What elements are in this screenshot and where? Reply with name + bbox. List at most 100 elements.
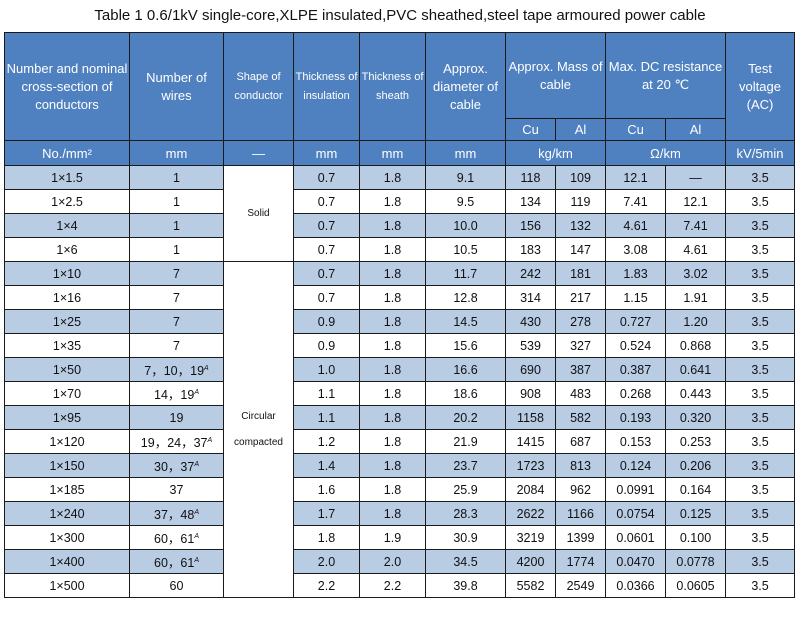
cell-section: 1×1.5 (4, 165, 130, 190)
cell-mass-cu: 156 (505, 213, 556, 238)
cell-mass-al: 483 (555, 381, 606, 406)
cell-mass-al: 387 (555, 357, 606, 382)
table-row: 1×2.5 1 0.7 1.8 9.5 134 119 7.41 12.1 3.5 (4, 189, 796, 214)
cell-mass-al: 582 (555, 405, 606, 430)
header-row: Number and nominal cross-section of cond… (4, 32, 796, 141)
cell-sheath: 1.8 (359, 453, 426, 478)
wires-count: 7 (173, 266, 180, 281)
header-insulation: Thickness of insulation (293, 32, 360, 141)
cell-section: 1×25 (4, 309, 130, 334)
cell-res-cu: 12.1 (605, 165, 666, 190)
cell-res-cu: 0.387 (605, 357, 666, 382)
cell-mass-al: 109 (555, 165, 606, 190)
cell-sheath: 1.8 (359, 189, 426, 214)
cell-res-cu: 0.193 (605, 405, 666, 430)
wires-count: 7 (173, 338, 180, 353)
cell-insulation: 1.7 (293, 501, 360, 526)
table-row: 1×240 37，48A 1.7 1.8 28.3 2622 1166 0.0754 0.125… (4, 501, 796, 526)
cell-diameter: 14.5 (425, 309, 506, 334)
table-caption: Table 1 0.6/1kV single-core,XLPE insulat… (94, 7, 706, 24)
cell-insulation: 2.2 (293, 573, 360, 598)
cell-diameter: 25.9 (425, 477, 506, 502)
cell-sheath: 1.9 (359, 525, 426, 550)
wires-count: 37，48 (154, 508, 195, 522)
cell-wires: 14，19A (129, 381, 224, 406)
wires-count: 60 (169, 578, 184, 593)
cell-insulation: 0.9 (293, 333, 360, 358)
unit-wires: mm (129, 140, 224, 166)
cell-section: 1×2.5 (4, 189, 130, 214)
cell-voltage: 3.5 (725, 213, 796, 238)
cell-wires: 1 (129, 237, 224, 262)
cell-mass-al: 147 (555, 237, 606, 262)
cell-voltage: 3.5 (725, 453, 796, 478)
cell-diameter: 15.6 (425, 333, 506, 358)
cell-insulation: 2.0 (293, 549, 360, 574)
cell-insulation: 1.6 (293, 477, 360, 502)
cell-diameter: 9.5 (425, 189, 506, 214)
subheader-res-cu: Cu (605, 118, 666, 141)
cell-wires: 1 (129, 189, 224, 214)
cell-wires: 60，61A (129, 549, 224, 574)
subheader-mass-al: Al (555, 118, 606, 141)
cable-spec-table-wrapper: Number and nominal cross-section of cond… (4, 32, 796, 598)
cell-mass-al: 278 (555, 309, 606, 334)
cell-diameter: 12.8 (425, 285, 506, 310)
cell-shape-solid: Solid (223, 165, 294, 262)
cell-diameter: 21.9 (425, 429, 506, 454)
table-body: 1×1.5 1 Solid 0.7 1.8 9.1 118 109 12.1—3.5 1×2.5 1… (4, 165, 796, 598)
cell-wires: 37 (129, 477, 224, 502)
cell-sheath: 2.2 (359, 573, 426, 598)
cell-mass-al: 962 (555, 477, 606, 502)
cell-voltage: 3.5 (725, 237, 796, 262)
cell-mass-cu: 4200 (505, 549, 556, 574)
cell-sheath: 1.8 (359, 165, 426, 190)
cell-voltage: 3.5 (725, 189, 796, 214)
cell-res-cu: 0.153 (605, 429, 666, 454)
unit-shape: — (223, 140, 294, 166)
cell-res-al: — (664, 165, 727, 190)
wires-footnote-marker: A (194, 532, 199, 540)
table-row: 1×35 7 0.9 1.8 15.6 539 327 0.524 0.868 3.5 (4, 333, 796, 358)
wires-footnote-marker: A (194, 460, 199, 468)
cell-sheath: 1.8 (359, 405, 426, 430)
cell-diameter: 28.3 (425, 501, 506, 526)
cell-mass-al: 132 (555, 213, 606, 238)
cell-mass-cu: 183 (505, 237, 556, 262)
header-section: Number and nominal cross-section of cond… (4, 32, 130, 141)
cell-wires: 7 (129, 285, 224, 310)
cell-voltage: 3.5 (725, 429, 796, 454)
cell-section: 1×6 (4, 237, 130, 262)
table-row: 1×120 19，24，37A 1.2 1.8 21.9 1415 687 0.153 0.25… (4, 429, 796, 454)
header-diameter: Approx. diameter of cable (425, 32, 506, 141)
table-row: 1×50 7，10，19A 1.0 1.8 16.6 690 387 0.387 0.641 3.… (4, 357, 796, 382)
unit-insulation: mm (293, 140, 360, 166)
cell-res-cu: 3.08 (605, 237, 666, 262)
cell-section: 1×120 (4, 429, 130, 454)
cell-wires: 7，10，19A (129, 357, 224, 382)
cell-res-al: 7.41 (664, 213, 727, 238)
cell-mass-al: 119 (555, 189, 606, 214)
cell-voltage: 3.5 (725, 381, 796, 406)
table-row: 1×300 60，61A 1.8 1.9 30.9 3219 1399 0.0601 0.100… (4, 525, 796, 550)
cell-mass-cu: 430 (505, 309, 556, 334)
wires-count: 7 (173, 314, 180, 329)
cell-voltage: 3.5 (725, 309, 796, 334)
table-row: 1×95 19 1.1 1.8 20.2 1158 582 0.193 0.320 3.5 (4, 405, 796, 430)
cell-sheath: 2.0 (359, 549, 426, 574)
cell-sheath: 1.8 (359, 261, 426, 286)
cell-mass-al: 687 (555, 429, 606, 454)
cell-mass-al: 1774 (555, 549, 606, 574)
cell-section: 1×50 (4, 357, 130, 382)
cell-mass-al: 1399 (555, 525, 606, 550)
wires-count: 60，61 (154, 532, 195, 546)
cell-res-al: 1.91 (664, 285, 727, 310)
cell-insulation: 0.7 (293, 285, 360, 310)
cell-sheath: 1.8 (359, 381, 426, 406)
cell-res-al: 0.125 (664, 501, 727, 526)
cell-wires: 30，37A (129, 453, 224, 478)
cell-insulation: 1.1 (293, 405, 360, 430)
cell-section: 1×185 (4, 477, 130, 502)
cell-res-cu: 1.15 (605, 285, 666, 310)
cell-mass-cu: 1415 (505, 429, 556, 454)
